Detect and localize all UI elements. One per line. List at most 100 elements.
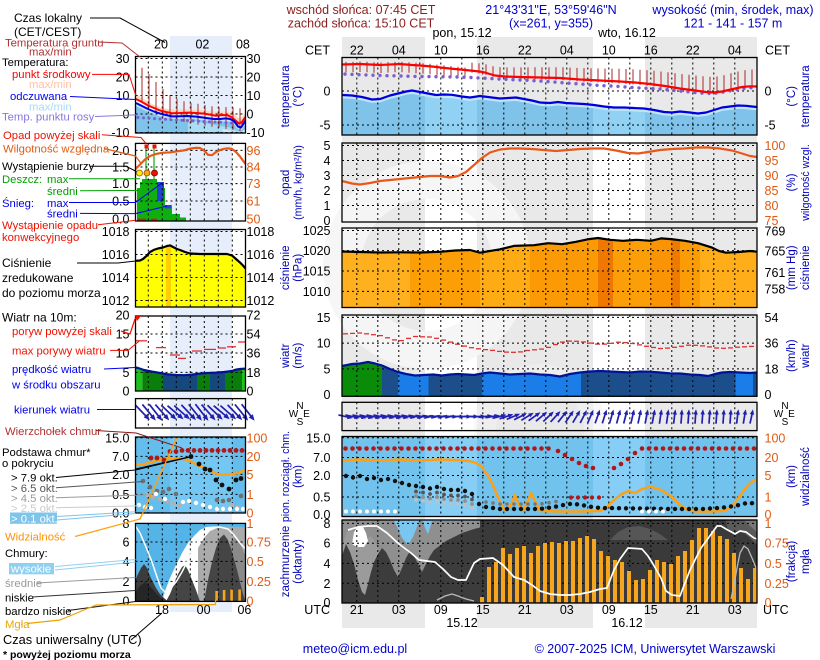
svg-text:Deszcz:: Deszcz: [2, 174, 42, 186]
svg-text:765: 765 [765, 244, 786, 258]
svg-text:20: 20 [247, 450, 261, 464]
svg-text:0: 0 [247, 108, 254, 122]
svg-text:W: W [774, 409, 784, 420]
svg-text:> 4.5 okt.: > 4.5 okt. [11, 493, 58, 505]
svg-text:5: 5 [324, 139, 331, 153]
svg-text:1016: 1016 [247, 248, 275, 262]
svg-text:poryw powyżej skali: poryw powyżej skali [12, 326, 112, 338]
svg-text:do poziomu morza: do poziomu morza [2, 286, 101, 300]
svg-text:100: 100 [765, 139, 786, 153]
svg-text:1012: 1012 [247, 294, 275, 308]
svg-text:E: E [303, 409, 310, 420]
svg-text:kierunek wiatru: kierunek wiatru [14, 405, 90, 417]
svg-text:8: 8 [123, 517, 130, 531]
svg-text:0: 0 [123, 595, 130, 609]
svg-text:1014: 1014 [102, 271, 130, 285]
svg-text:06: 06 [237, 603, 251, 617]
svg-text:15.0: 15.0 [306, 431, 330, 445]
svg-text:S: S [297, 417, 304, 428]
svg-text:CET: CET [305, 44, 330, 58]
svg-text:(mm/h, kg/m²/h): (mm/h, kg/m²/h) [293, 145, 305, 220]
svg-text:0: 0 [247, 507, 254, 521]
svg-text:1: 1 [765, 491, 772, 505]
svg-text:10: 10 [247, 89, 261, 103]
svg-text:Mgła: Mgła [5, 619, 30, 631]
svg-text:7.0: 7.0 [112, 450, 129, 464]
svg-text:54: 54 [247, 328, 261, 342]
svg-text:09: 09 [434, 603, 448, 617]
svg-text:20: 20 [247, 71, 261, 85]
svg-text:2.0: 2.0 [313, 469, 330, 483]
svg-text:(°C): (°C) [786, 86, 798, 107]
svg-text:widzialność: widzialność [800, 447, 812, 507]
svg-text:03: 03 [392, 603, 406, 617]
svg-text:0: 0 [247, 595, 254, 609]
svg-text:15.0: 15.0 [105, 431, 129, 445]
svg-text:1: 1 [247, 517, 254, 531]
svg-text:0: 0 [765, 388, 772, 402]
svg-text:0.75: 0.75 [247, 536, 271, 550]
svg-text:0: 0 [765, 85, 772, 99]
svg-text:Temp. punktu rosy: Temp. punktu rosy [2, 112, 95, 124]
svg-text:04: 04 [392, 44, 406, 58]
svg-text:Wystąpienie burzy: Wystąpienie burzy [2, 161, 95, 173]
svg-text:16.12: 16.12 [611, 616, 642, 630]
svg-text:0.25: 0.25 [247, 575, 271, 589]
svg-text:ciśnienie: ciśnienie [280, 245, 292, 290]
svg-text:6: 6 [324, 537, 331, 551]
svg-text:Czas lokalny: Czas lokalny [14, 11, 82, 25]
svg-text:22: 22 [350, 44, 364, 58]
svg-text:Podstawa chmur*: Podstawa chmur* [2, 447, 91, 459]
svg-text:Temperatura:: Temperatura: [2, 57, 69, 69]
svg-text:max/min: max/min [29, 102, 72, 114]
svg-text:90: 90 [765, 169, 779, 183]
svg-text:10: 10 [317, 337, 331, 351]
svg-text:Wystąpienie opadu: Wystąpienie opadu [2, 220, 98, 232]
svg-text:3: 3 [324, 169, 331, 183]
svg-text:0: 0 [324, 85, 331, 99]
svg-text:* powyżej poziomu morza: * powyżej poziomu morza [3, 649, 131, 660]
svg-text:08: 08 [236, 38, 250, 52]
svg-text:50: 50 [247, 213, 261, 227]
svg-text:-10: -10 [111, 126, 129, 140]
svg-text:1: 1 [765, 517, 772, 531]
svg-text:Widzialność: Widzialność [5, 532, 66, 544]
svg-text:6: 6 [123, 536, 130, 550]
svg-text:UTC: UTC [763, 603, 789, 617]
svg-text:Ciśnienie: Ciśnienie [2, 256, 52, 270]
svg-text:5: 5 [123, 366, 130, 380]
svg-text:03: 03 [728, 603, 742, 617]
svg-text:2: 2 [324, 184, 331, 198]
svg-text:10: 10 [602, 44, 616, 58]
svg-text:0.5: 0.5 [765, 557, 782, 571]
svg-text:121 - 141 - 157 m: 121 - 141 - 157 m [684, 17, 783, 31]
svg-text:15: 15 [317, 311, 331, 325]
svg-text:100: 100 [247, 431, 268, 445]
svg-text:95: 95 [765, 154, 779, 168]
svg-text:Temperatura gruntu: Temperatura gruntu [5, 37, 104, 49]
svg-text:zachód słońca: 15:10 CET: zachód słońca: 15:10 CET [288, 17, 435, 31]
svg-text:> 6.5 okt.: > 6.5 okt. [11, 483, 58, 495]
svg-text:16: 16 [644, 44, 658, 58]
svg-text:-10: -10 [247, 126, 265, 140]
svg-text:761: 761 [765, 266, 786, 280]
svg-text:wto, 16.12: wto, 16.12 [597, 26, 656, 40]
svg-text:1018: 1018 [102, 225, 130, 239]
svg-text:1018: 1018 [247, 225, 275, 239]
svg-text:0.0: 0.0 [313, 508, 330, 522]
svg-text:1014: 1014 [247, 271, 275, 285]
svg-text:20: 20 [116, 309, 130, 323]
svg-text:średnie: średnie [5, 578, 42, 590]
svg-text:mgła: mgła [800, 548, 812, 574]
svg-text:(mm Hg): (mm Hg) [786, 245, 798, 290]
svg-text:04: 04 [560, 44, 574, 58]
svg-text:(km/h): (km/h) [786, 339, 798, 372]
svg-text:8: 8 [324, 517, 331, 531]
svg-text:72: 72 [247, 309, 261, 323]
svg-text:1015: 1015 [303, 265, 331, 279]
svg-text:0.5: 0.5 [112, 195, 129, 209]
svg-text:Wiatr na 10m:: Wiatr na 10m: [2, 311, 77, 325]
svg-text:-5: -5 [765, 119, 776, 133]
svg-text:15.12: 15.12 [446, 616, 477, 630]
svg-text:punkt środkowy: punkt środkowy [12, 69, 91, 81]
